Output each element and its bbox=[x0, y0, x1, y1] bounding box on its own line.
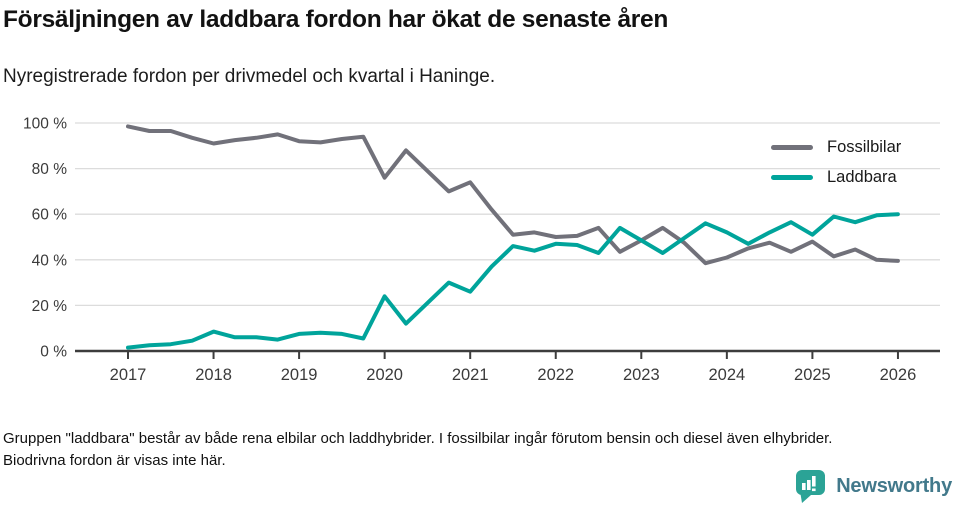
y-axis-tick-label: 40 % bbox=[32, 252, 68, 269]
x-axis-tick-label: 2022 bbox=[537, 366, 574, 384]
x-axis-tick-label: 2024 bbox=[708, 366, 745, 384]
y-axis-tick-label: 0 % bbox=[40, 344, 67, 361]
x-axis-tick-label: 2020 bbox=[366, 366, 403, 384]
x-axis-tick-label: 2018 bbox=[195, 366, 232, 384]
series-line-fossilbilar bbox=[126, 124, 900, 266]
x-axis-tick-label: 2019 bbox=[281, 366, 318, 384]
y-axis-tick-label: 100 % bbox=[23, 116, 67, 133]
y-axis-tick-label: 80 % bbox=[32, 161, 68, 178]
x-axis-tick-label: 2023 bbox=[623, 366, 660, 384]
chart-subtitle: Nyregistrerade fordon per drivmedel och … bbox=[3, 66, 496, 87]
series-line-laddbara bbox=[126, 212, 900, 350]
laddbara-line-swatch bbox=[771, 175, 813, 180]
x-axis-tick-label: 2017 bbox=[110, 366, 147, 384]
legend-label: Laddbara bbox=[827, 168, 897, 186]
chart-title: Försäljningen av laddbara fordon har öka… bbox=[3, 6, 669, 33]
chart-footnote: Gruppen "laddbara" består av både rena e… bbox=[3, 430, 833, 469]
y-axis-tick-label: 60 % bbox=[32, 207, 68, 224]
x-axis-tick-label: 2025 bbox=[794, 366, 831, 384]
bar-chart-speech-bubble-icon bbox=[796, 470, 826, 503]
chart-legend: Fossilbilar Laddbara bbox=[771, 138, 901, 187]
legend-item-fossilbilar: Fossilbilar bbox=[771, 138, 901, 157]
legend-label: Fossilbilar bbox=[827, 138, 902, 156]
logo-text: Newsworthy bbox=[836, 475, 952, 497]
line-chart: 0 % 20 % 40 % 60 % 80 % 100 % 2017 2018 2019 2020… bbox=[23, 116, 940, 384]
newsworthy-logo: Newsworthy bbox=[793, 469, 952, 504]
legend-item-laddbara: Laddbara bbox=[771, 168, 901, 187]
x-axis-tick-label: 2026 bbox=[880, 366, 917, 384]
y-axis-tick-label: 20 % bbox=[32, 298, 68, 315]
fossilbilar-line-swatch bbox=[771, 145, 813, 150]
x-axis-tick-label: 2021 bbox=[452, 366, 489, 384]
